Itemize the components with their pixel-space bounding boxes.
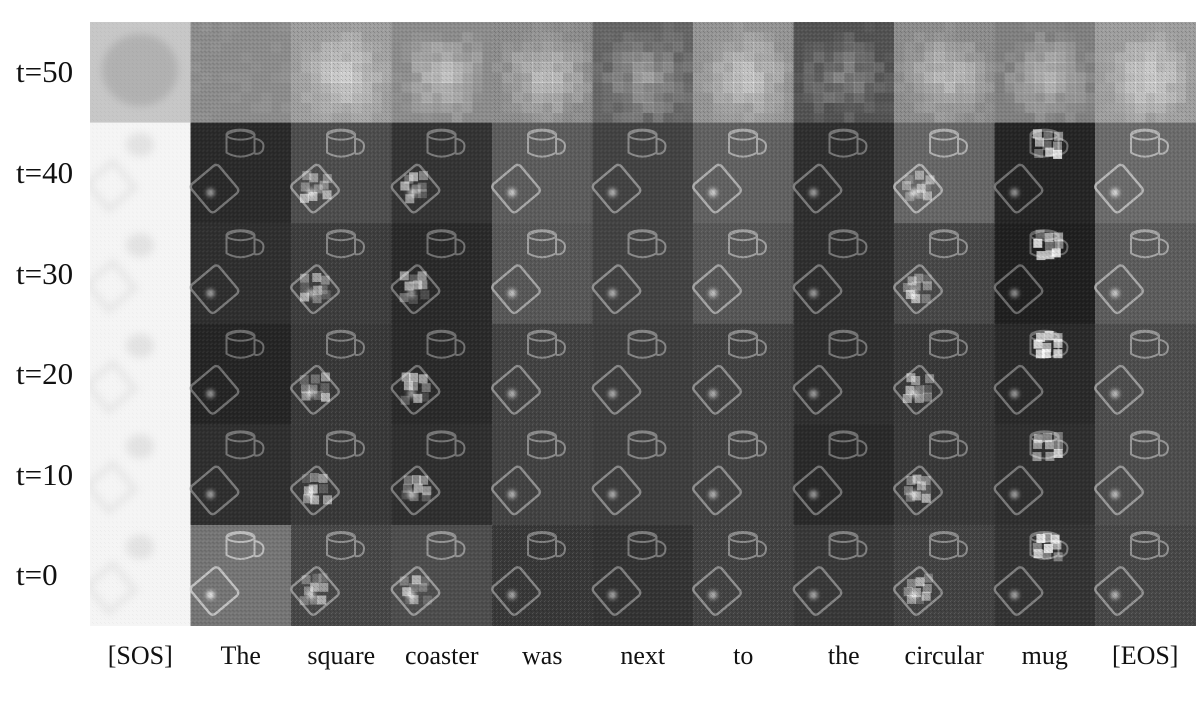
row-label: t=30 bbox=[16, 255, 74, 291]
attention-map-cell bbox=[189, 223, 292, 325]
attention-map-cell bbox=[591, 424, 694, 526]
attention-map-cell bbox=[1094, 223, 1196, 325]
row-label: t=0 bbox=[16, 557, 58, 593]
attention-map-grid bbox=[90, 22, 1196, 626]
attention-map-cell bbox=[90, 22, 192, 124]
attention-map-cell bbox=[90, 223, 192, 325]
row-label: t=10 bbox=[16, 456, 74, 492]
attention-map-cell bbox=[290, 122, 393, 224]
column-label: mug bbox=[1021, 641, 1068, 670]
attention-map-cell bbox=[290, 323, 393, 425]
attention-map-cell bbox=[290, 424, 393, 526]
attention-map-cell bbox=[893, 525, 996, 626]
attention-map-cell bbox=[390, 122, 493, 224]
attention-map-cell bbox=[390, 223, 493, 325]
attention-map-cell bbox=[190, 22, 292, 124]
attention-map-cell bbox=[1094, 323, 1196, 425]
attention-map-cell bbox=[90, 122, 192, 224]
attention-map-cell bbox=[491, 525, 594, 626]
attention-map-cell bbox=[893, 223, 996, 325]
attention-map-cell bbox=[189, 525, 292, 626]
column-label: the bbox=[827, 641, 860, 670]
attention-map-cell bbox=[390, 424, 493, 526]
row-label: t=50 bbox=[16, 54, 74, 90]
attention-map-cell bbox=[491, 323, 594, 425]
column-label: coaster bbox=[404, 641, 479, 670]
attention-map-cell bbox=[692, 424, 795, 526]
attention-map-cell bbox=[993, 122, 1096, 224]
column-label: square bbox=[307, 641, 376, 670]
attention-map-cell bbox=[793, 22, 895, 124]
attention-map-cell bbox=[993, 424, 1096, 526]
attention-map-cell bbox=[692, 223, 795, 325]
row-label: t=40 bbox=[16, 154, 74, 190]
attention-map-cell bbox=[90, 424, 192, 526]
attention-map-cell bbox=[1095, 22, 1196, 124]
column-label: was bbox=[522, 641, 563, 670]
column-label: [SOS] bbox=[107, 641, 173, 670]
attention-map-cell bbox=[492, 22, 594, 124]
attention-map-cell bbox=[893, 122, 996, 224]
attention-map-cell bbox=[391, 22, 493, 124]
attention-map-cell bbox=[993, 223, 1096, 325]
attention-map-cell bbox=[592, 22, 694, 124]
attention-map-cell bbox=[591, 323, 694, 425]
attention-map-cell bbox=[390, 525, 493, 626]
attention-map-cell bbox=[189, 424, 292, 526]
attention-map-cell bbox=[1094, 525, 1196, 626]
attention-map-cell bbox=[994, 22, 1096, 124]
attention-map-cell bbox=[792, 424, 895, 526]
attention-map-cell bbox=[894, 22, 996, 124]
column-label: The bbox=[220, 641, 261, 670]
attention-map-cell bbox=[792, 525, 895, 626]
attention-map-cell bbox=[692, 525, 795, 626]
attention-map-cell bbox=[491, 424, 594, 526]
attention-map-cell bbox=[291, 22, 393, 124]
attention-map-cell bbox=[290, 223, 393, 325]
attention-map-cell bbox=[189, 122, 292, 224]
attention-map-cell bbox=[591, 122, 694, 224]
column-label: next bbox=[620, 641, 666, 670]
attention-map-svg bbox=[90, 22, 1196, 626]
attention-map-cell bbox=[792, 323, 895, 425]
attention-map-cell bbox=[1094, 424, 1196, 526]
attention-map-cell bbox=[189, 323, 292, 425]
attention-map-cell bbox=[893, 323, 996, 425]
attention-map-cell bbox=[90, 323, 192, 425]
attention-map-cell bbox=[993, 525, 1096, 626]
attention-map-cell bbox=[692, 122, 795, 224]
attention-map-cell bbox=[390, 323, 493, 425]
row-label: t=20 bbox=[16, 356, 74, 392]
attention-map-cell bbox=[692, 323, 795, 425]
attention-map-cell bbox=[90, 525, 192, 626]
attention-map-cell bbox=[993, 323, 1096, 425]
attention-map-cell bbox=[693, 22, 795, 124]
attention-map-cell bbox=[792, 122, 895, 224]
attention-map-cell bbox=[491, 223, 594, 325]
attention-map-cell bbox=[491, 122, 594, 224]
attention-map-cell bbox=[591, 223, 694, 325]
attention-map-cell bbox=[290, 525, 393, 626]
column-label: to bbox=[733, 641, 754, 670]
attention-map-cell bbox=[1094, 122, 1196, 224]
attention-map-cell bbox=[792, 223, 895, 325]
attention-map-cell bbox=[591, 525, 694, 626]
column-label: [EOS] bbox=[1112, 641, 1179, 670]
attention-map-cell bbox=[893, 424, 996, 526]
column-label: circular bbox=[904, 641, 984, 670]
